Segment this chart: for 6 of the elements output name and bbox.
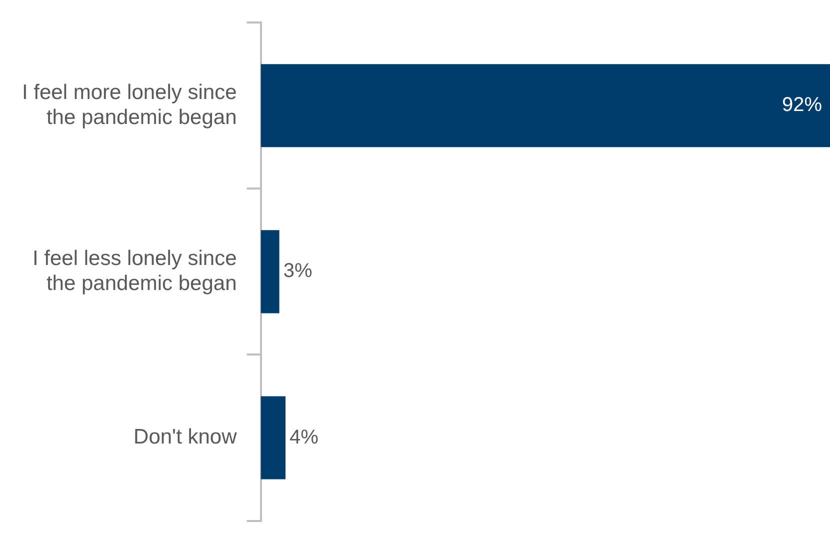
y-tick-label: I feel more lonely since the pandemic began xyxy=(22,80,237,130)
data-label: 3% xyxy=(283,260,312,282)
y-tick-label: Don't know xyxy=(134,426,238,449)
y-tick-label: I feel less lonely since the pandemic began xyxy=(32,246,237,296)
data-label: 4% xyxy=(290,426,319,448)
data-label: 92% xyxy=(782,94,822,116)
